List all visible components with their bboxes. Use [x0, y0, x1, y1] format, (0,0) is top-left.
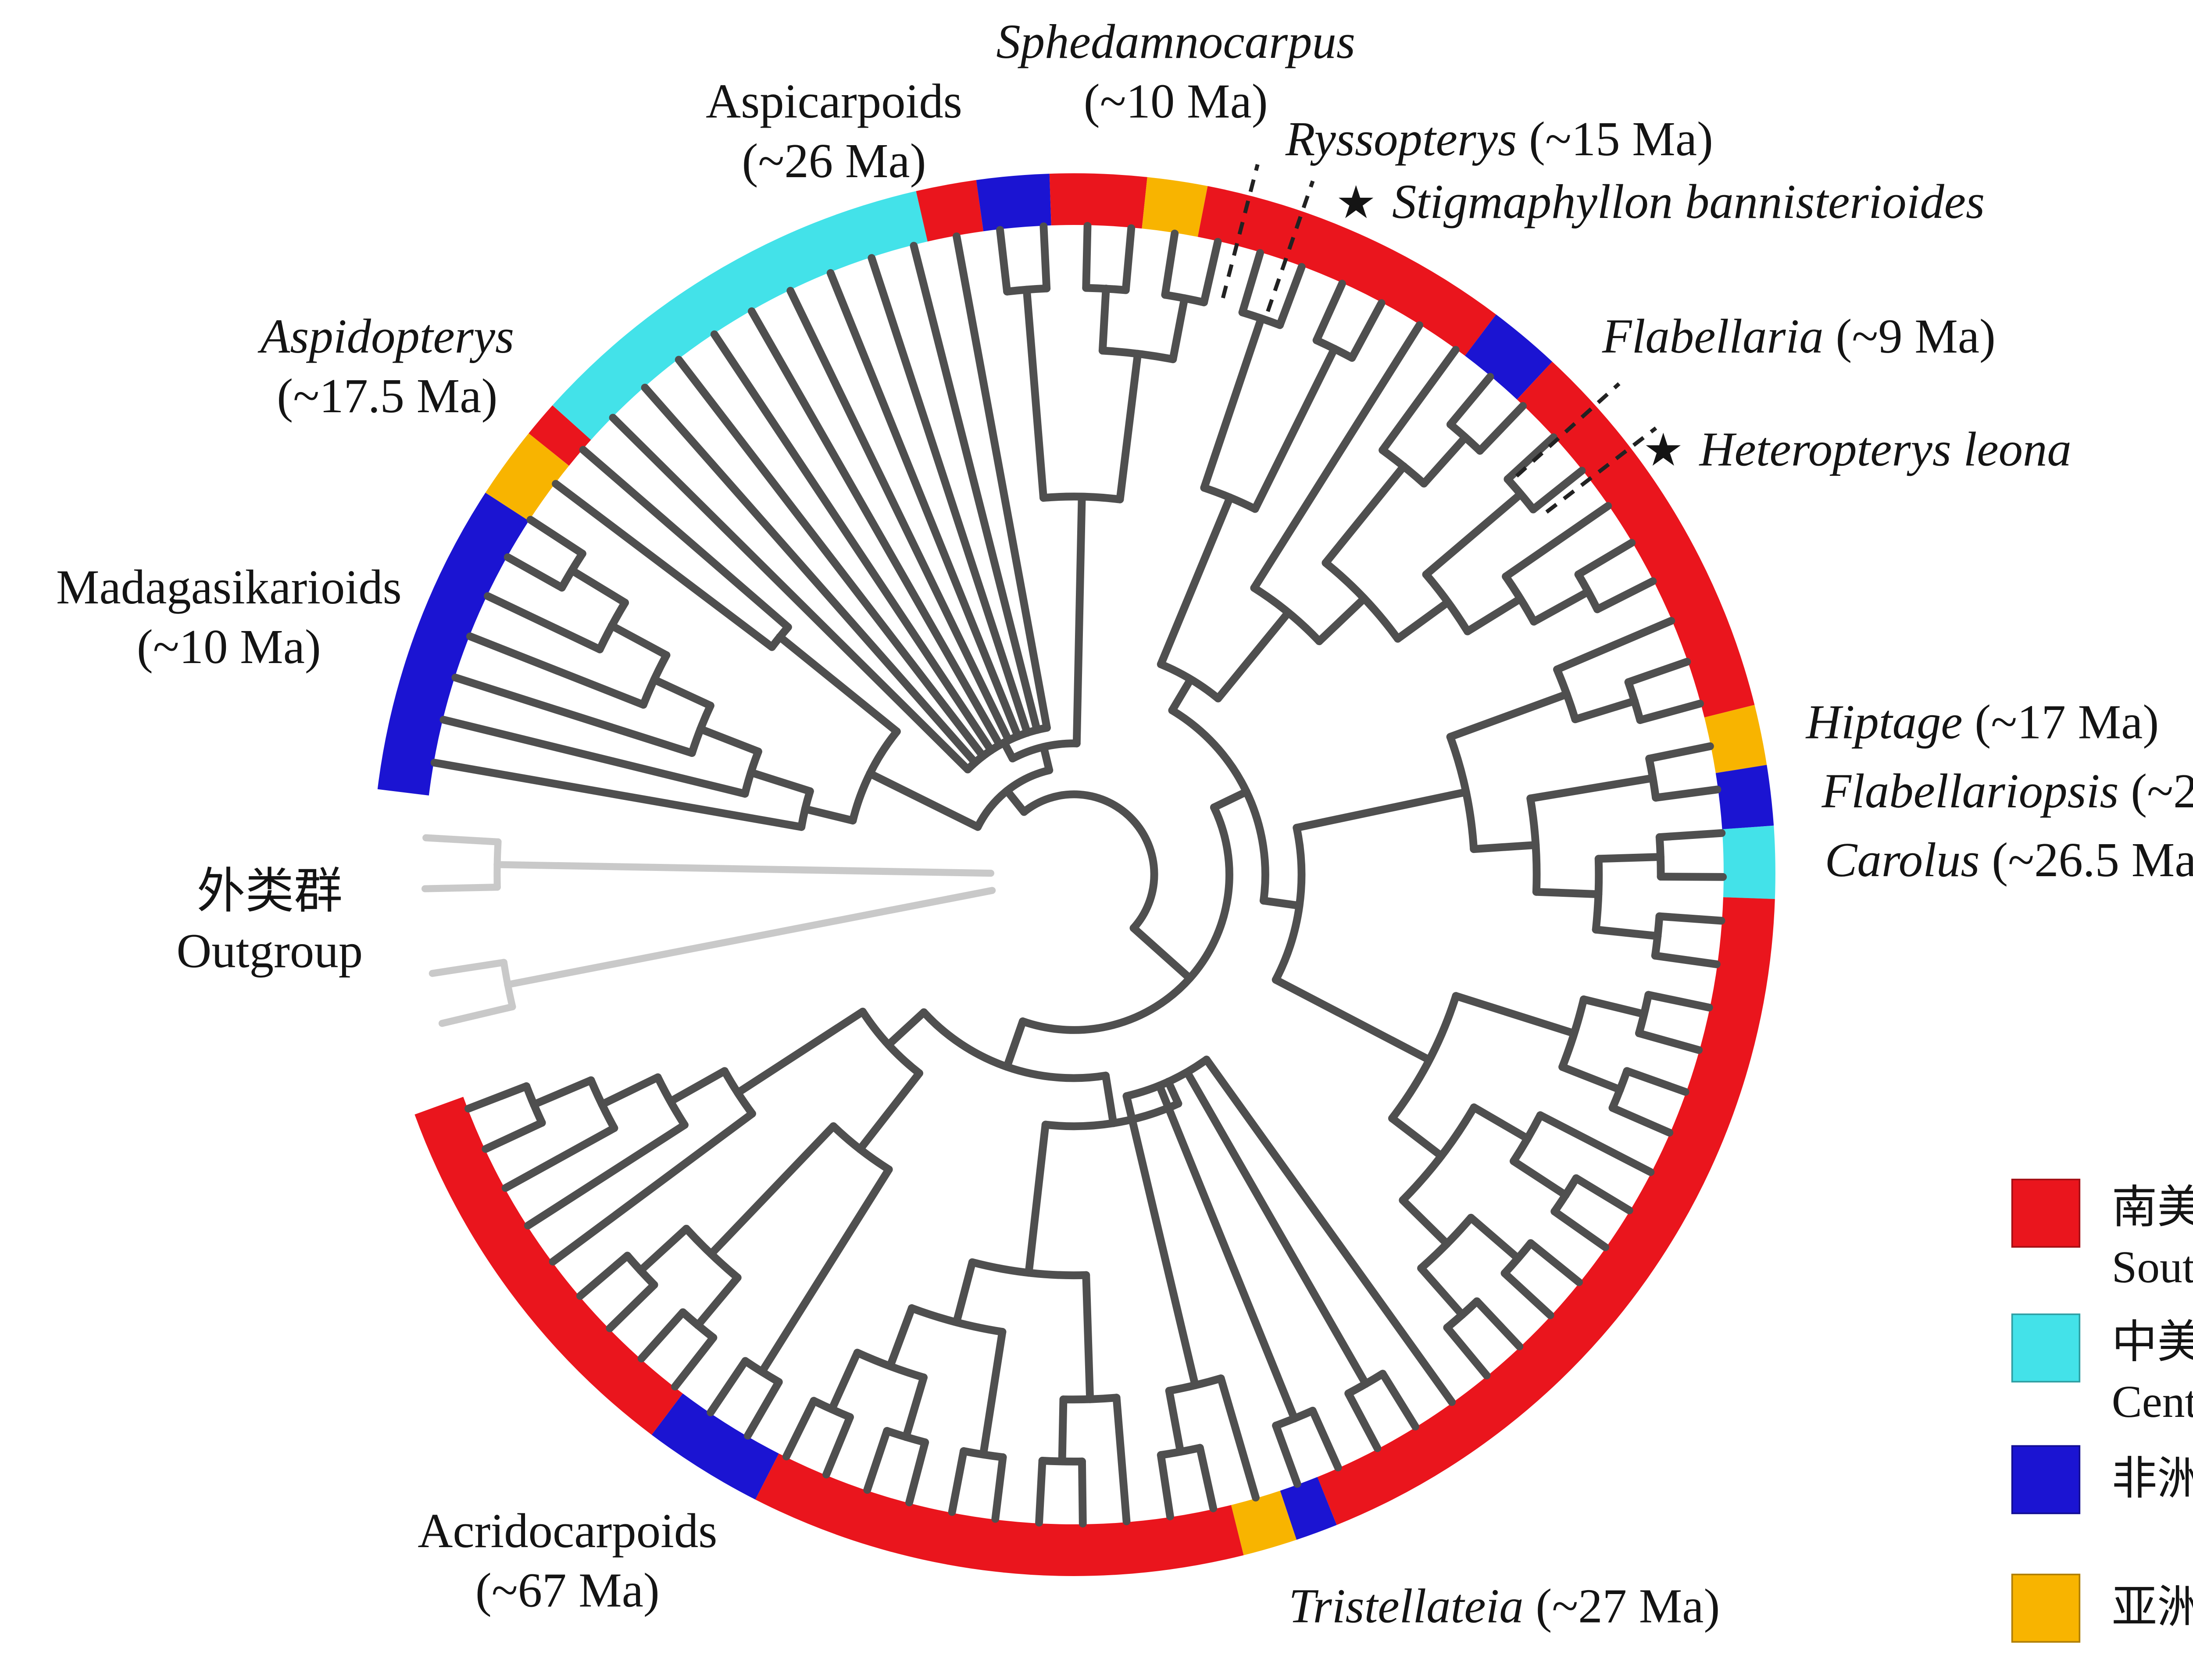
- divergence-age: (~26 Ma): [742, 133, 926, 188]
- label-flabellaria: Flabellaria (~9 Ma): [1602, 307, 1996, 367]
- label-madagasikarioids: Madagasikarioids (~10 Ma): [56, 558, 402, 676]
- genus-name: Sphedamnocarpus: [996, 14, 1356, 69]
- label-outgroup: 外类群 Outgroup: [176, 862, 363, 981]
- outgroup-branches: [421, 834, 994, 892]
- divergence-age: (~10 Ma): [1083, 73, 1268, 128]
- genus-name: Flabellariopsis: [1822, 763, 2119, 818]
- divergence-age: (~15 Ma): [1517, 111, 1713, 166]
- legend-label-en: Central America: [2111, 1378, 2193, 1429]
- genus-name: Aspidopterys: [260, 309, 514, 364]
- legend-item-africa: 非洲Africa: [2011, 1445, 2193, 1514]
- legend-label-en: South America: [2111, 1243, 2193, 1294]
- genus-name: Ryssopterys: [1285, 111, 1517, 166]
- legend-label-zh: 中美洲: [2111, 1318, 2193, 1369]
- legend-swatch-central-america: [2011, 1313, 2081, 1383]
- legend-label-zh: 非洲: [2111, 1454, 2193, 1505]
- star-icon: ★: [1336, 178, 1377, 229]
- divergence-age: (~17.5 Ma): [277, 368, 498, 423]
- species-name: Heteropterys leona: [1699, 421, 2072, 477]
- legend-item-south-america: 南美洲 South America: [2011, 1178, 2193, 1299]
- outgroup-zh: 外类群: [196, 863, 343, 919]
- label-aspicarpoids: Aspicarpoids (~26 Ma): [706, 72, 962, 190]
- label-tristellateia: Tristellateia (~27 Ma): [1289, 1577, 1720, 1636]
- divergence-age: (~26.5 Ma): [1979, 832, 2193, 888]
- geo-ring: [377, 173, 1775, 1576]
- star-icon: ★: [1643, 426, 1684, 477]
- label-hiptage: Hiptage (~17 Ma): [1806, 693, 2159, 752]
- genus-name: Carolus: [1825, 832, 1980, 888]
- genus-name: Hiptage: [1806, 694, 1963, 749]
- label-acridocarpoids: Acridocarpoids (~67 Ma): [418, 1502, 717, 1620]
- clade-name: Acridocarpoids: [418, 1503, 718, 1558]
- label-flabellariopsis: Flabellariopsis (~25 Ma): [1822, 762, 2193, 821]
- label-sphedamnocarpus: Sphedamnocarpus (~10 Ma): [996, 13, 1355, 131]
- label-carolus: Carolus (~26.5 Ma): [1825, 831, 2193, 890]
- divergence-age: (~9 Ma): [1823, 309, 1996, 364]
- outgroup-branches: [429, 887, 996, 1027]
- label-stigmaphyllon: ★ Stigmaphyllon bannisterioides: [1336, 172, 1985, 232]
- label-heteropterys: ★ Heteropterys leona: [1643, 420, 2072, 480]
- divergence-age: (~27 Ma): [1523, 1578, 1720, 1634]
- legend-label-zh: 亚洲: [2111, 1583, 2193, 1633]
- genus-name: Tristellateia: [1289, 1578, 1524, 1634]
- legend-item-central-america: 中美洲 Central America: [2011, 1313, 2193, 1434]
- label-aspidopterys: Aspidopterys (~17.5 Ma): [261, 307, 514, 426]
- divergence-age: (~10 Ma): [136, 619, 321, 674]
- divergence-age: (~17 Ma): [1962, 694, 2159, 749]
- legend-swatch-south-america: [2011, 1178, 2081, 1248]
- clade-name: Aspicarpoids: [706, 73, 962, 129]
- genus-name: Flabellaria: [1602, 309, 1824, 364]
- legend-item-asia: 亚洲Asia: [2011, 1573, 2193, 1643]
- species-name: Stigmaphyllon bannisterioides: [1392, 174, 1985, 229]
- marker-dashed-lines: [1221, 164, 1657, 514]
- legend-swatch-africa: [2011, 1445, 2081, 1514]
- divergence-age: (~67 Ma): [475, 1562, 660, 1618]
- phylo-tree: [430, 222, 1727, 1528]
- outgroup-en: Outgroup: [176, 923, 363, 978]
- legend-label-zh: 南美洲: [2111, 1183, 2193, 1234]
- clade-name: Madagasikarioids: [56, 560, 402, 615]
- label-ryssopterys: Ryssopterys (~15 Ma): [1286, 110, 1713, 169]
- divergence-age: (~25 Ma): [2131, 763, 2193, 818]
- legend-swatch-asia: [2011, 1573, 2081, 1643]
